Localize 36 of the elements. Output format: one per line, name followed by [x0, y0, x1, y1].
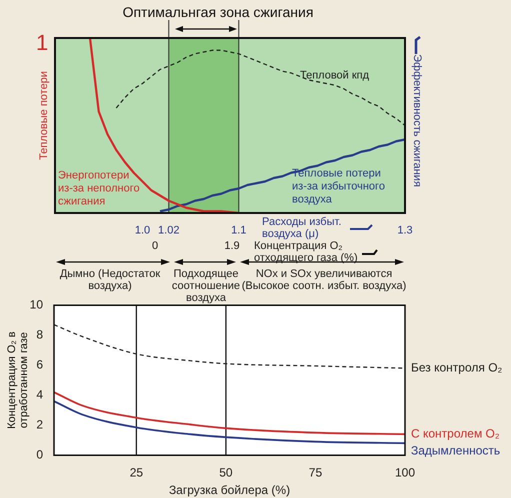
text: 1.9 [223, 240, 241, 252]
x-axis-title: Расходы избыт. воздуха (μ) [262, 216, 342, 240]
y-tick-label: 8 [36, 328, 44, 342]
x-tick-label: 1.3 [397, 224, 413, 237]
y-tick-label: 10 [30, 298, 44, 312]
x-tick-label: 1.02 [158, 224, 180, 237]
series-label: Без контроля O₂ [411, 360, 503, 375]
y-tick-label: 0 [36, 448, 44, 462]
series-label: Энергопотери из-за неполного сжигания [58, 170, 140, 208]
text: Дымно (Недостаток воздуха) [58, 268, 162, 292]
text: NOx и SOx увеличиваются (Высокое соотн. избыт. воздуха) [242, 268, 406, 292]
line-series [54, 324, 405, 369]
y-tick-label: 4 [36, 388, 44, 402]
x-tick-label: 75 [308, 466, 322, 480]
x-tick-label: 100 [394, 466, 416, 480]
y2-axis-title: Эффективность сжигания [410, 54, 423, 187]
y-axis-title: Концентрация O₂ в отработанном газе [6, 331, 30, 429]
x-tick-label: 1.0 [134, 224, 150, 237]
series-label: Тепловой кпд [300, 70, 370, 82]
series-label: Задымленность [411, 444, 500, 458]
y-tick-label: 2 [36, 418, 44, 432]
x-axis-title: Загрузка бойлера (%) [168, 483, 290, 498]
y-axis-title: Тепловые потери [38, 71, 50, 160]
y-tick-label: 6 [36, 358, 44, 372]
text: 1 [36, 30, 50, 55]
line-series [54, 391, 405, 436]
x-tick-label: 1.1 [231, 224, 246, 237]
series-label: С контролем O₂ [411, 426, 500, 441]
x-tick-label: 50 [219, 466, 233, 480]
series-label: Тепловые потери из-за избыточного воздуха [292, 168, 385, 206]
line-series [54, 400, 405, 444]
text: Концентрация O₂ отходящего газа (%) [254, 240, 359, 264]
text: 0 [150, 240, 160, 252]
x-tick-label: 25 [130, 466, 144, 480]
text: Подходящее соотношение воздуха [172, 268, 240, 304]
chart-title: Оптимальнгая зона сжигания [122, 4, 314, 20]
